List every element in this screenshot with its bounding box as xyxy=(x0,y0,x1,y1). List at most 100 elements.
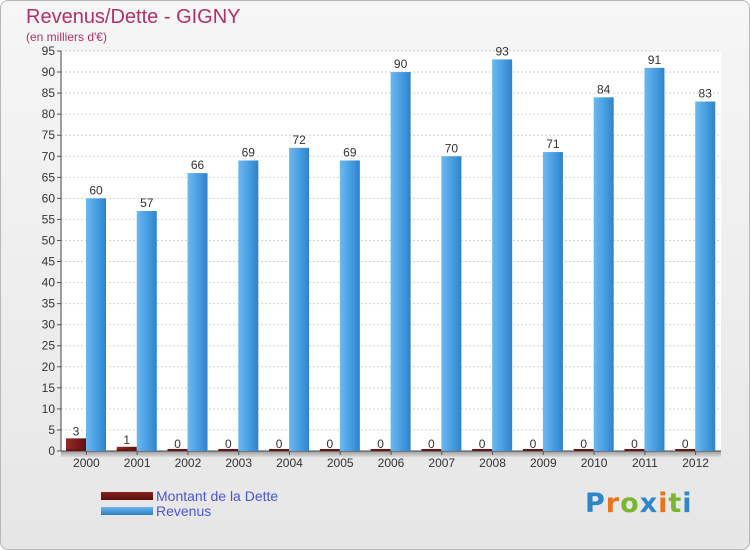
bar-dette xyxy=(66,438,86,451)
x-tick-label: 2005 xyxy=(327,456,354,470)
y-tick-label: 20 xyxy=(42,360,56,374)
data-label-revenus: 91 xyxy=(648,53,662,67)
bar-revenus xyxy=(289,147,310,451)
data-label-dette: 3 xyxy=(73,424,80,438)
y-tick-label: 0 xyxy=(48,444,55,458)
legend-label-dette: Montant de la Dette xyxy=(156,487,279,504)
x-tick-label: 2012 xyxy=(682,456,709,470)
y-tick-label: 55 xyxy=(42,212,56,226)
x-tick-label: 2007 xyxy=(428,456,455,470)
bar-dette-base xyxy=(116,449,137,451)
legend-item-revenus: Revenus xyxy=(101,502,278,519)
bar-revenus xyxy=(492,59,513,451)
data-label-dette: 0 xyxy=(225,437,232,451)
bar-revenus xyxy=(390,72,411,451)
x-tick-label: 2003 xyxy=(225,456,252,470)
y-tick-label: 35 xyxy=(42,297,56,311)
logo-letter: t xyxy=(668,488,683,519)
y-tick-label: 10 xyxy=(42,402,56,416)
y-tick-label: 80 xyxy=(42,107,56,121)
bar-dette-base xyxy=(218,449,239,451)
x-tick-label: 2008 xyxy=(479,456,506,470)
data-label-revenus: 69 xyxy=(343,145,357,159)
logo-letter: i xyxy=(658,488,669,519)
data-label-dette: 0 xyxy=(682,437,689,451)
x-tick-label: 2002 xyxy=(175,456,202,470)
bar-revenus xyxy=(187,173,208,451)
x-tick-label: 2001 xyxy=(124,456,151,470)
bar-dette-base xyxy=(421,449,442,451)
data-label-dette: 0 xyxy=(327,437,334,451)
data-label-revenus: 70 xyxy=(445,141,459,155)
bar-revenus xyxy=(695,101,716,452)
x-tick-label: 2000 xyxy=(73,456,100,470)
y-tick-label: 50 xyxy=(42,233,56,247)
logo-letter: r xyxy=(605,488,621,519)
bar-dette-base xyxy=(269,449,290,451)
bar-revenus xyxy=(542,152,563,452)
legend-swatch-dette xyxy=(101,491,153,500)
y-tick-label: 5 xyxy=(48,423,55,437)
data-label-dette: 0 xyxy=(377,437,384,451)
y-tick-label: 75 xyxy=(42,128,56,142)
y-tick-label: 25 xyxy=(42,339,56,353)
x-tick-label: 2010 xyxy=(581,456,608,470)
logo-letter: x xyxy=(639,488,659,519)
bar-dette-base xyxy=(624,449,645,451)
legend-label-revenus: Revenus xyxy=(156,502,212,519)
data-label-dette: 0 xyxy=(530,437,537,451)
y-tick-label: 15 xyxy=(42,381,56,395)
logo-letter: i xyxy=(682,488,693,519)
logo-letter: o xyxy=(620,488,640,519)
data-label-revenus: 90 xyxy=(394,57,408,71)
bar-dette-base xyxy=(573,449,594,451)
bar-revenus xyxy=(593,97,614,451)
data-label-revenus: 57 xyxy=(140,196,154,210)
data-label-revenus: 69 xyxy=(242,145,256,159)
y-tick-label: 90 xyxy=(42,65,56,79)
data-label-dette: 0 xyxy=(276,437,283,451)
chart-title: Revenus/Dette - GIGNY xyxy=(26,6,241,28)
legend-swatch-revenus xyxy=(101,506,153,515)
data-label-revenus: 71 xyxy=(546,137,560,151)
data-label-revenus: 60 xyxy=(89,183,103,197)
data-label-dette: 0 xyxy=(479,437,486,451)
bar-revenus xyxy=(238,160,259,451)
data-label-dette: 0 xyxy=(428,437,435,451)
bar-revenus xyxy=(136,211,157,451)
bar-dette-base xyxy=(472,449,493,451)
data-label-dette: 0 xyxy=(580,437,587,451)
y-tick-label: 60 xyxy=(42,191,56,205)
data-label-dette: 0 xyxy=(174,437,181,451)
bar-dette-base xyxy=(370,449,391,451)
data-label-revenus: 84 xyxy=(597,82,611,96)
bar-dette-base xyxy=(167,449,188,451)
bar-revenus xyxy=(339,160,360,451)
bar-revenus xyxy=(86,198,106,451)
data-label-dette: 0 xyxy=(631,437,638,451)
chart-subtitle: (en milliers d'€) xyxy=(26,30,107,44)
y-tick-label: 95 xyxy=(42,44,56,58)
y-tick-label: 85 xyxy=(42,86,56,100)
x-tick-label: 2011 xyxy=(632,456,658,470)
y-tick-label: 70 xyxy=(42,149,56,163)
data-label-revenus: 83 xyxy=(699,87,713,101)
bar-dette-base xyxy=(675,449,696,451)
bar-dette xyxy=(116,446,137,451)
y-tick-label: 65 xyxy=(42,170,56,184)
legend: Montant de la Dette Revenus xyxy=(101,487,279,519)
bar-revenus xyxy=(441,156,462,451)
data-label-dette: 1 xyxy=(123,433,130,447)
bar-dette-base xyxy=(319,449,340,451)
y-tick-label: 40 xyxy=(42,276,56,290)
logo-letter: P xyxy=(585,488,606,519)
bar-revenus xyxy=(644,67,665,451)
bar-dette-base xyxy=(66,449,86,451)
proxiti-logo: Proxiti xyxy=(585,488,693,519)
y-tick-label: 30 xyxy=(42,318,56,332)
x-tick-label: 2009 xyxy=(530,456,557,470)
x-tick-label: 2004 xyxy=(276,456,303,470)
bar-dette-base xyxy=(522,449,543,451)
